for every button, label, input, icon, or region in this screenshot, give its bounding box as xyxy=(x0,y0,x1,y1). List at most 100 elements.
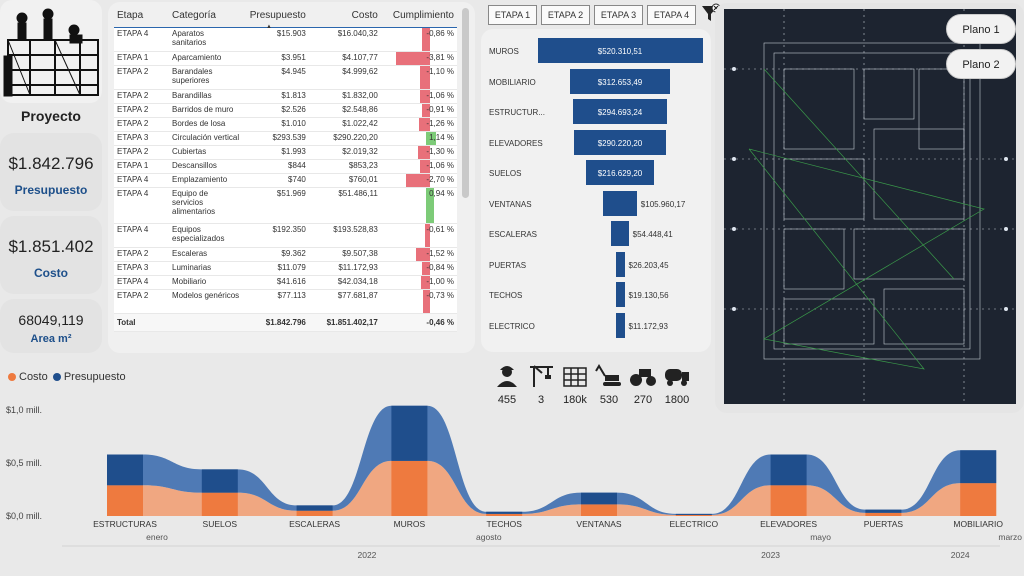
plan-2-button[interactable]: Plano 2 xyxy=(946,49,1016,79)
table-row[interactable]: ETAPA 1 Descansillos $844 $853,23 -1,06 % xyxy=(114,159,457,174)
table-row[interactable]: ETAPA 4 Equipo de servicios alimentarios $… xyxy=(114,187,457,224)
stage-button-4[interactable]: ETAPA 4 xyxy=(647,5,696,25)
costo-column[interactable] xyxy=(770,485,807,516)
table-cell-cumplimiento: -1,26 % xyxy=(380,117,457,132)
table-cell-etapa: ETAPA 4 xyxy=(114,173,170,188)
table-total-cell: Total xyxy=(114,313,170,332)
presupuesto-column[interactable] xyxy=(581,492,617,505)
funnel-bar[interactable] xyxy=(573,129,666,155)
cumplimiento-bar xyxy=(405,174,430,187)
table-cell-costo: $760,01 xyxy=(308,173,381,188)
funnel-bar[interactable] xyxy=(611,221,629,246)
cumplimiento-value: -1,30 % xyxy=(426,147,454,156)
presupuesto-column[interactable] xyxy=(201,469,238,493)
table-cell-presupuesto: $3.951 xyxy=(243,51,309,66)
table-cell-etapa: ETAPA 4 xyxy=(114,187,170,224)
table-cell-etapa: ETAPA 4 xyxy=(114,223,170,248)
legend-costo[interactable]: Costo xyxy=(19,371,48,383)
presupuesto-column[interactable] xyxy=(391,405,428,461)
funnel-bar[interactable] xyxy=(537,38,703,63)
table-cell-cumplimiento: -1,10 % xyxy=(380,65,457,90)
presupuesto-column[interactable] xyxy=(770,454,807,486)
funnel-bar[interactable] xyxy=(570,68,670,94)
funnel-category-label: ESTRUCTUR... xyxy=(489,108,545,117)
col-header-cumplimiento[interactable]: Cumplimiento xyxy=(380,8,457,28)
funnel-bar[interactable] xyxy=(615,312,625,338)
table-cell-cumplimiento: -2,70 % xyxy=(380,173,457,188)
table-row[interactable]: ETAPA 4 Equipos especializados $192.350 $19… xyxy=(114,223,457,248)
col-header-presupuesto[interactable]: Presupuesto xyxy=(243,8,309,28)
table-row[interactable]: ETAPA 2 Modelos genéricos $77.113 $77.681,8… xyxy=(114,289,457,314)
table-cell-categoria: Equipos especializados xyxy=(169,223,244,248)
x-month-label: mayo xyxy=(810,532,831,542)
table-cell-cumplimiento: -1,00 % xyxy=(380,275,457,290)
costo-column[interactable] xyxy=(391,460,428,516)
funnel-value-label: $312.653,49 xyxy=(597,77,643,87)
costo-column[interactable] xyxy=(486,513,523,516)
table-scrollbar[interactable] xyxy=(462,8,469,198)
legend-presupuesto[interactable]: Presupuesto xyxy=(63,371,126,383)
presupuesto-column[interactable] xyxy=(486,511,523,514)
table-row[interactable]: ETAPA 4 Aparatos sanitarios $15.903 $16.040… xyxy=(114,27,457,52)
table-cell-costo: $2.019,32 xyxy=(308,145,381,160)
table-header-row: Etapa Categoría Presupuesto Costo Cumpli… xyxy=(114,8,457,28)
stage-button-3[interactable]: ETAPA 3 xyxy=(594,5,643,25)
table-cell-costo: $51.486,11 xyxy=(308,187,381,224)
table-row[interactable]: ETAPA 3 Luminarias $11.079 $11.172,93 -0,84 … xyxy=(114,261,457,276)
funnel-value-label: $105.960,17 xyxy=(640,199,686,209)
col-header-categoria[interactable]: Categoría xyxy=(169,8,244,28)
kpi-area: 68049,119 Area m² xyxy=(0,299,102,353)
costo-column[interactable] xyxy=(865,512,902,516)
table-row[interactable]: ETAPA 2 Barandillas $1.813 $1.832,00 -1,06 % xyxy=(114,89,457,104)
presupuesto-column[interactable] xyxy=(865,509,902,513)
presupuesto-ribbon[interactable] xyxy=(107,405,997,515)
funnel-bar[interactable] xyxy=(615,251,625,277)
costo-column[interactable] xyxy=(201,492,238,516)
table-row[interactable]: ETAPA 2 Bordes de losa $1.010 $1.022,42 -1,2… xyxy=(114,117,457,132)
stage-button-1[interactable]: ETAPA 1 xyxy=(488,5,537,25)
table-row[interactable]: ETAPA 2 Cubiertas $1.993 $2.019,32 -1,30 % xyxy=(114,145,457,160)
stage-button-2[interactable]: ETAPA 2 xyxy=(541,5,590,25)
plan-1-button[interactable]: Plano 1 xyxy=(946,14,1016,44)
table-cell-cumplimiento: 1,14 % xyxy=(380,131,457,146)
costo-column[interactable] xyxy=(296,510,333,516)
funnel-bar[interactable] xyxy=(573,99,667,124)
table-row[interactable]: ETAPA 2 Barridos de muro $2.526 $2.548,86 -0… xyxy=(114,103,457,118)
table-row[interactable]: ETAPA 2 Barandales superiores $4.945 $4.999… xyxy=(114,65,457,90)
equipment-scaffold-count: 180k xyxy=(563,394,587,406)
funnel-category-label: ELECTRICO xyxy=(489,321,535,331)
table-row[interactable]: ETAPA 4 Mobiliario $41.616 $42.034,18 -1,00 … xyxy=(114,275,457,290)
x-year-label: 2024 xyxy=(951,550,970,560)
scaffold-icon xyxy=(563,367,587,387)
col-header-etapa[interactable]: Etapa xyxy=(114,8,170,28)
sort-ascending-icon[interactable]: ▲ xyxy=(266,24,272,30)
cumplimiento-bar xyxy=(423,290,430,313)
costo-column[interactable] xyxy=(960,483,997,516)
table-row[interactable]: ETAPA 1 Aparcamiento $3.951 $4.107,77 -3,81 … xyxy=(114,51,457,66)
table-cell-categoria: Aparcamiento xyxy=(169,51,244,66)
funnel-bar[interactable] xyxy=(585,160,655,185)
table-cell-etapa: ETAPA 2 xyxy=(114,89,170,104)
funnel-value-label: $19.130,56 xyxy=(628,291,669,300)
x-category-label: ESCALERAS xyxy=(289,519,340,529)
costo-column[interactable] xyxy=(581,504,617,516)
cumplimiento-bar xyxy=(425,132,437,145)
costo-column[interactable] xyxy=(107,485,143,516)
presupuesto-column[interactable] xyxy=(960,450,997,484)
cumplimiento-bar xyxy=(420,90,430,103)
funnel-bar[interactable] xyxy=(615,282,625,307)
funnel-bar[interactable] xyxy=(603,190,637,216)
presupuesto-column[interactable] xyxy=(296,505,333,511)
presupuesto-column[interactable] xyxy=(675,513,712,515)
presupuesto-column[interactable] xyxy=(107,454,143,486)
col-header-costo[interactable]: Costo xyxy=(308,8,381,28)
table-row[interactable]: ETAPA 4 Emplazamiento $740 $760,01 -2,70 % xyxy=(114,173,457,188)
kpi-costo: $1.851.402 Costo xyxy=(0,216,102,294)
table-row[interactable]: ETAPA 3 Circulación vertical $293.539 $290.… xyxy=(114,131,457,146)
costo-column[interactable] xyxy=(675,514,712,516)
table-cell-etapa: ETAPA 1 xyxy=(114,159,170,174)
cumplimiento-value: -1,06 % xyxy=(426,91,454,100)
table-row[interactable]: ETAPA 2 Escaleras $9.362 $9.507,38 -1,52 % xyxy=(114,247,457,262)
table-cell-etapa: ETAPA 2 xyxy=(114,289,170,314)
tower-crane-icon xyxy=(530,365,553,387)
